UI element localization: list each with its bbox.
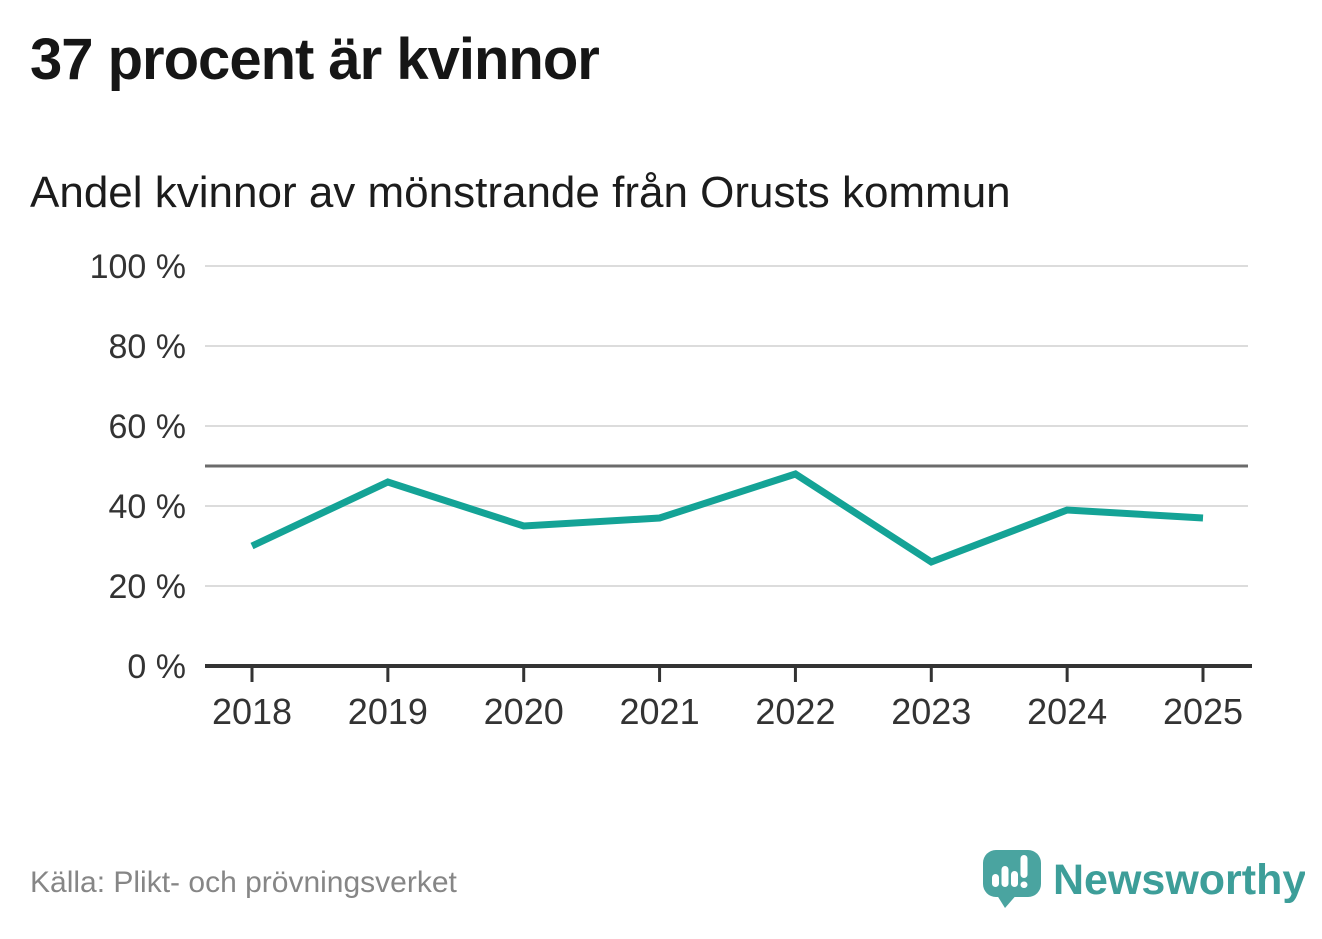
newsworthy-logo: Newsworthy <box>983 850 1305 908</box>
x-tick-label: 2018 <box>212 691 292 732</box>
headline: 37 procent är kvinnor <box>30 27 600 92</box>
newsworthy-logo-icon <box>983 850 1041 908</box>
y-tick-label: 100 % <box>90 248 186 286</box>
y-tick-label: 20 % <box>109 568 187 606</box>
data-line-andel-kvinnor-av-m-nstrande <box>250 470 1204 566</box>
newsworthy-wordmark: Newsworthy <box>1053 856 1305 904</box>
y-tick-label: 40 % <box>109 488 187 526</box>
source-note: Källa: Plikt- och prövningsverket <box>30 866 457 899</box>
x-tick-label: 2025 <box>1163 691 1243 732</box>
y-tick-label: 60 % <box>109 408 187 446</box>
x-tick-label: 2024 <box>1027 691 1107 732</box>
x-tick-label: 2021 <box>620 691 700 732</box>
y-tick-label: 0 % <box>127 648 186 686</box>
chart-title: Andel kvinnor av mönstrande från Orusts … <box>30 168 1011 217</box>
x-tick-label: 2020 <box>484 691 564 732</box>
x-tick-label: 2022 <box>755 691 835 732</box>
x-tick-label: 2023 <box>891 691 971 732</box>
y-tick-label: 80 % <box>109 328 187 366</box>
x-tick-label: 2019 <box>348 691 428 732</box>
